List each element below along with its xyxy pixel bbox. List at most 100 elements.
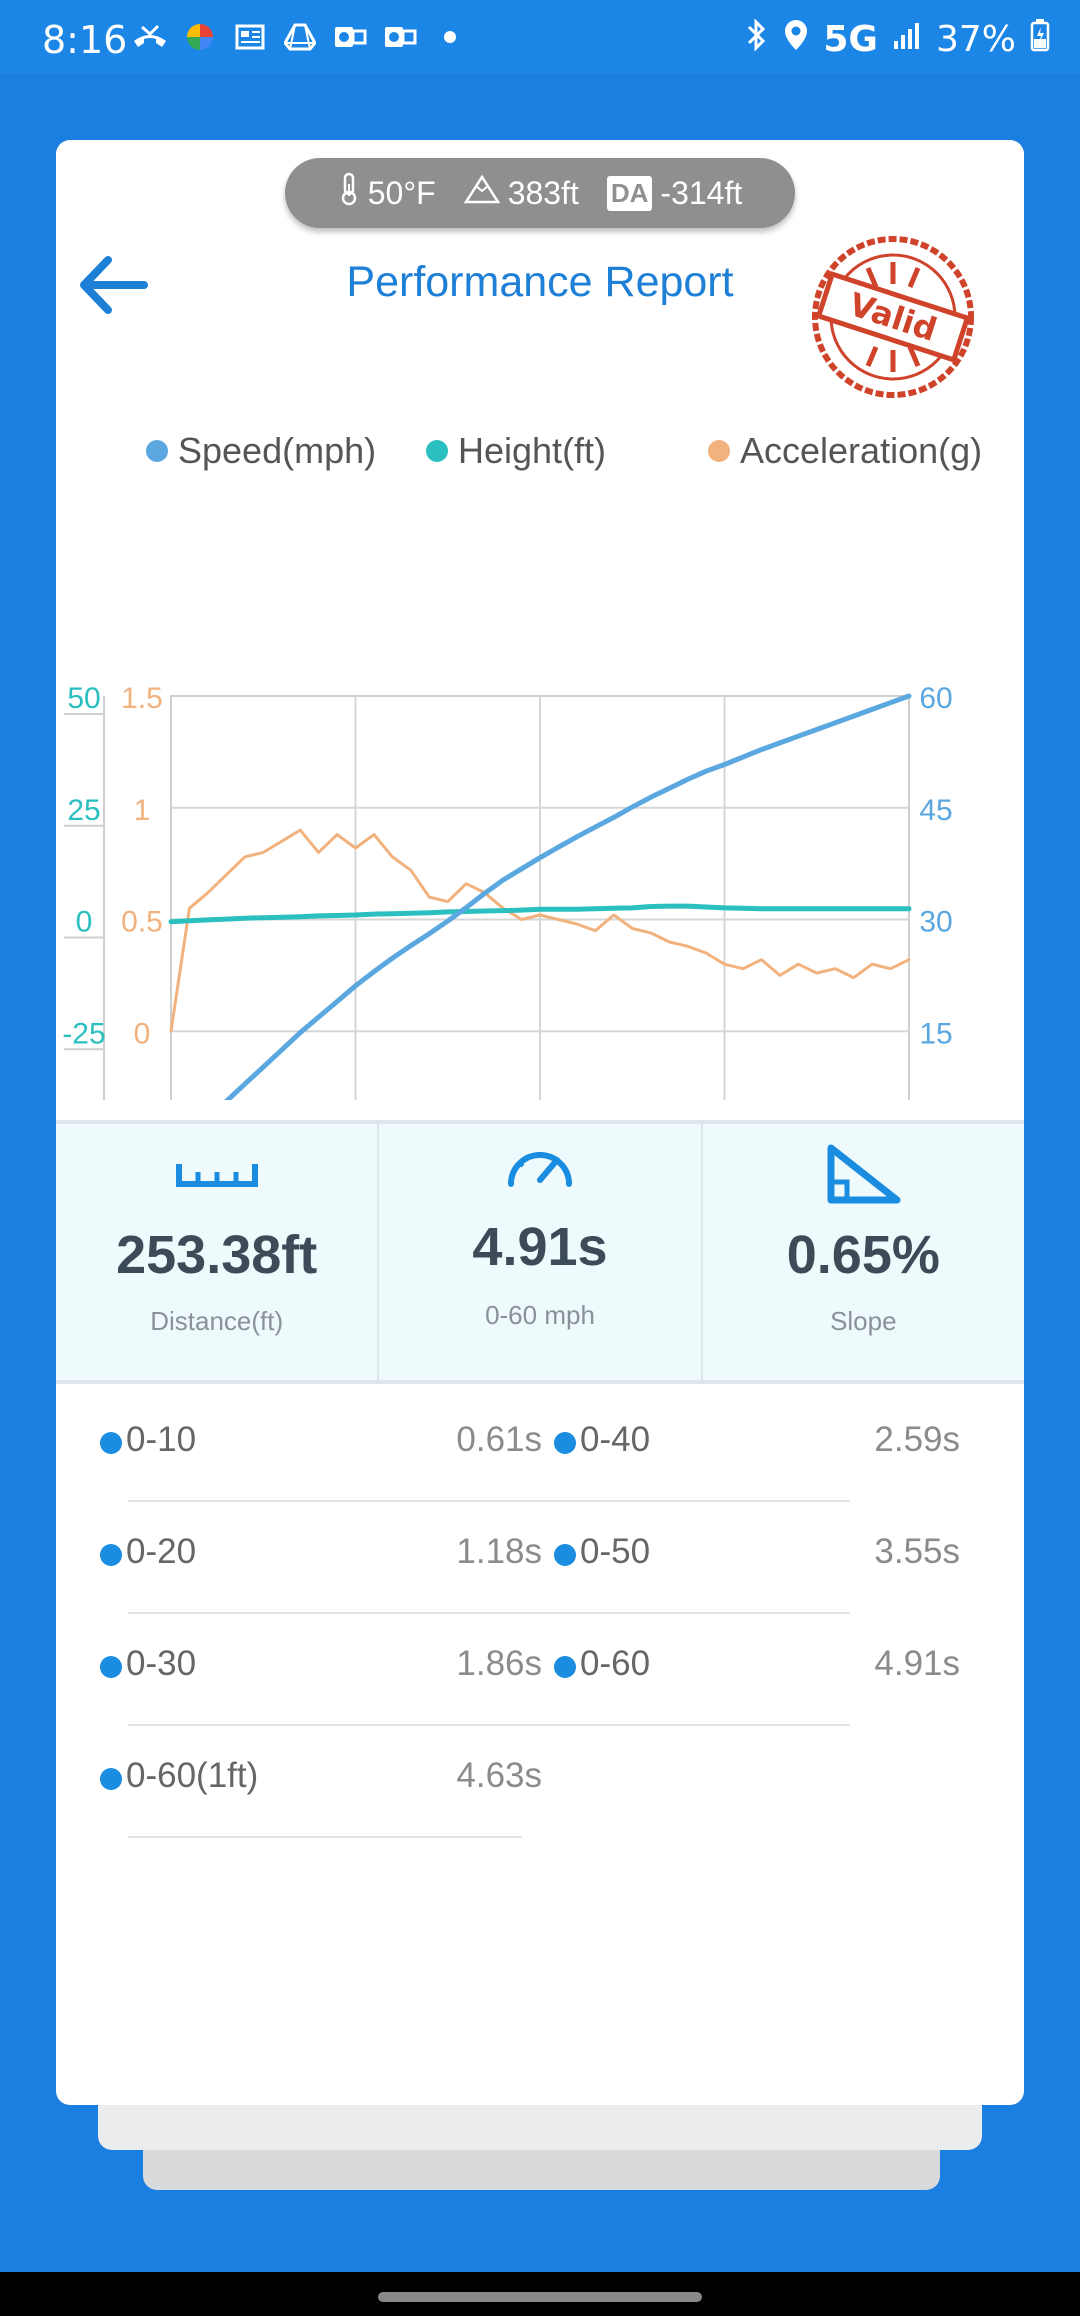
legend-height: Height(ft) (426, 430, 606, 472)
speed-axis-tick-label: 60 (919, 682, 952, 715)
split-range: 0-60(1ft) (126, 1756, 259, 1795)
performance-report-card: 50°F 383ft DA -314ft Performance Report (56, 140, 1024, 2105)
outlook-icon (332, 22, 368, 52)
speed-axis-tick-label: 15 (919, 1017, 952, 1050)
legend-height-dot (426, 440, 448, 462)
battery-percent: 37% (935, 19, 1016, 60)
legend-acceleration-label: Acceleration(g) (740, 430, 983, 471)
acceleration-axis-tick-label: 1.5 (121, 682, 163, 715)
photos-icon (182, 22, 218, 52)
legend-speed-label: Speed(mph) (178, 430, 377, 471)
split-row: 0-40 2.59s (542, 1390, 960, 1502)
split-divider (128, 1836, 522, 1838)
slope-icon (825, 1144, 901, 1209)
split-divider (128, 1724, 850, 1726)
notification-icons (132, 22, 468, 52)
split-time: 1.86s (456, 1644, 542, 1683)
split-divider (128, 1500, 850, 1502)
status-time: 8:16 (42, 18, 128, 62)
page-title: Performance Report (346, 258, 734, 306)
home-gesture-handle[interactable] (378, 2292, 702, 2302)
legend-height-label: Height(ft) (458, 430, 607, 471)
thermometer-icon (338, 172, 360, 214)
speedometer-icon (505, 1140, 575, 1195)
split-range: 0-10 (126, 1420, 197, 1459)
location-icon (783, 18, 809, 61)
series-line-height (168, 903, 912, 925)
density-altitude-value: -314ft (660, 174, 743, 211)
split-range: 0-20 (126, 1532, 197, 1571)
chart-legend: Speed(mph) Height(ft) Acceleration(g) (88, 430, 1008, 480)
legend-speed: Speed(mph) (146, 430, 376, 472)
news-icon (232, 22, 268, 52)
battery-icon (1030, 18, 1050, 61)
speed-axis-tick-label: 30 (919, 906, 952, 939)
drive-icon (282, 22, 318, 52)
split-time: 4.91s (874, 1644, 960, 1683)
acceleration-axis-tick-label: 1 (134, 794, 151, 827)
legend-acceleration: Acceleration(g) (708, 430, 982, 472)
split-range: 0-60 (580, 1644, 651, 1683)
stat-zero-to-sixty-value: 4.91s (472, 1217, 608, 1277)
back-arrow-icon (80, 256, 148, 314)
split-dot (100, 1544, 122, 1566)
valid-stamp: Valid (808, 232, 978, 402)
network-type: 5G (823, 19, 878, 60)
status-bar: 8:16 5G 37% (0, 0, 1080, 74)
legend-speed-dot (146, 440, 168, 462)
height-axis-tick-label: -25 (62, 1017, 105, 1050)
speed-axis-tick-label: 45 (919, 794, 952, 827)
stat-slope-value: 0.65% (786, 1225, 940, 1285)
bluetooth-icon (745, 18, 769, 61)
split-row: 0-60(1ft) 4.63s (88, 1726, 542, 1838)
missed-call-icon (132, 22, 168, 52)
split-row: 0-10 0.61s (88, 1390, 850, 1502)
acceleration-axis-tick-label: 0 (134, 1017, 151, 1050)
signal-icon (892, 19, 922, 60)
split-time: 1.18s (456, 1532, 542, 1571)
split-dot (100, 1768, 122, 1790)
system-icons: 5G 37% (745, 18, 1050, 61)
back-button[interactable] (74, 250, 154, 320)
acceleration-axis-tick-label: 0.5 (121, 906, 163, 939)
series-line-speed (223, 693, 912, 1100)
stats-panel: 253.38ft Distance(ft) 4.91s 0-60 mph 0.6… (56, 1120, 1024, 1384)
conditions-pill: 50°F 383ft DA -314ft (285, 158, 795, 228)
stat-zero-to-sixty-label: 0-60 mph (485, 1300, 595, 1330)
mountain-icon (463, 174, 500, 212)
split-row: 0-50 3.55s (542, 1502, 960, 1614)
altitude-value: 383ft (507, 174, 579, 211)
stat-distance-value: 253.38ft (116, 1225, 318, 1285)
series-line-acceleration (169, 828, 911, 1033)
split-time: 3.55s (874, 1532, 960, 1571)
height-axis-tick-label: 25 (67, 794, 100, 827)
split-range: 0-30 (126, 1644, 197, 1683)
stat-slope: 0.65% Slope (700, 1124, 1024, 1380)
stat-distance: 253.38ft Distance(ft) (56, 1124, 377, 1380)
split-range: 0-40 (580, 1420, 651, 1459)
stat-slope-label: Slope (830, 1306, 897, 1336)
split-time: 0.61s (456, 1420, 542, 1459)
dot-icon (432, 22, 468, 52)
split-dot (100, 1656, 122, 1678)
split-dot (554, 1656, 576, 1678)
temperature-item: 50°F (338, 172, 436, 214)
split-dot (554, 1544, 576, 1566)
split-dot (100, 1432, 122, 1454)
legend-acceleration-dot (708, 440, 730, 462)
split-divider (128, 1612, 850, 1614)
stat-distance-label: Distance(ft) (150, 1306, 284, 1336)
split-time: 2.59s (874, 1420, 960, 1459)
temperature-value: 50°F (367, 174, 436, 211)
ruler-icon (175, 1154, 258, 1195)
altitude-item: 383ft (463, 174, 579, 212)
density-altitude-item: DA -314ft (606, 174, 743, 212)
split-row: 0-30 1.86s (88, 1614, 850, 1726)
height-axis-tick-label: 50 (67, 682, 100, 715)
split-row: 0-20 1.18s (88, 1502, 850, 1614)
height-axis-tick-label: 0 (76, 906, 93, 939)
outlook-icon (382, 22, 418, 52)
split-dot (554, 1432, 576, 1454)
density-altitude-badge: DA (606, 175, 653, 211)
